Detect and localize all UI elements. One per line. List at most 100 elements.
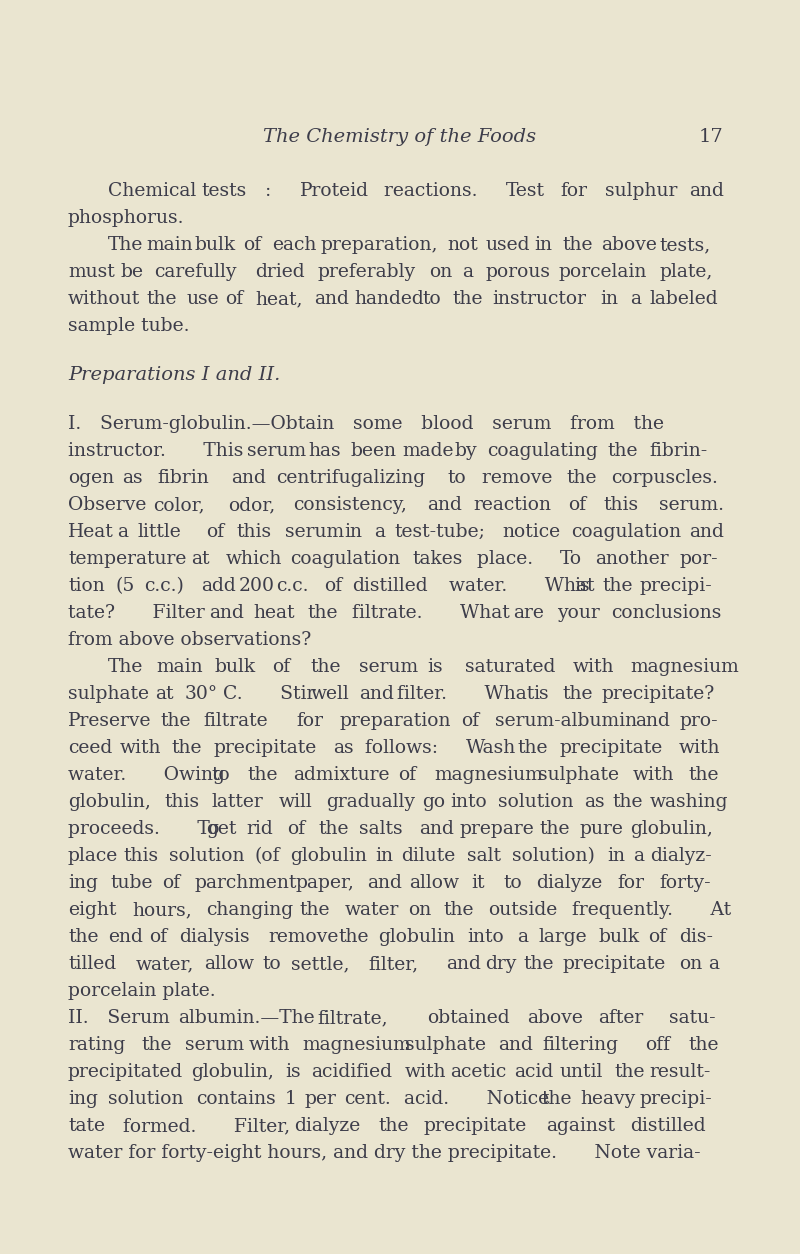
Text: filter.  What: filter. What (398, 685, 534, 703)
Text: with: with (633, 766, 674, 784)
Text: and: and (689, 182, 724, 199)
Text: dilute: dilute (402, 846, 455, 865)
Text: dialyze: dialyze (294, 1117, 361, 1135)
Text: is: is (534, 685, 549, 703)
Text: without: without (68, 290, 140, 308)
Text: the: the (562, 236, 594, 255)
Text: well: well (310, 685, 349, 703)
Text: ing: ing (68, 874, 98, 892)
Text: of: of (149, 928, 167, 946)
Text: the: the (307, 604, 338, 622)
Text: on: on (429, 263, 452, 281)
Text: 200: 200 (238, 577, 274, 594)
Text: notice: notice (502, 523, 561, 540)
Text: sulphur: sulphur (605, 182, 678, 199)
Text: tests,: tests, (659, 236, 710, 255)
Text: follows:: follows: (365, 739, 457, 757)
Text: :: : (266, 182, 290, 199)
Text: washing: washing (650, 793, 728, 811)
Text: cent.: cent. (345, 1090, 391, 1109)
Text: of: of (648, 928, 666, 946)
Text: use: use (186, 290, 218, 308)
Text: tate?  Filter: tate? Filter (68, 604, 205, 622)
Text: the: the (378, 1117, 409, 1135)
Text: magnesium: magnesium (302, 1036, 411, 1055)
Text: at: at (190, 551, 209, 568)
Text: Chemical: Chemical (108, 182, 196, 199)
Text: parchment: parchment (194, 874, 297, 892)
Text: the: the (247, 766, 278, 784)
Text: in: in (534, 236, 552, 255)
Text: 17: 17 (698, 128, 723, 145)
Text: it: it (471, 874, 485, 892)
Text: remove: remove (269, 928, 338, 946)
Text: dried: dried (255, 263, 305, 281)
Text: a: a (630, 290, 641, 308)
Text: consistency,: consistency, (294, 497, 407, 514)
Text: Preserve: Preserve (68, 712, 151, 730)
Text: To: To (560, 551, 582, 568)
Text: sulphate: sulphate (68, 685, 149, 703)
Text: and: and (419, 820, 454, 838)
Text: and: and (635, 712, 670, 730)
Text: tests: tests (202, 182, 246, 199)
Text: of: of (162, 874, 180, 892)
Text: dialyze: dialyze (536, 874, 602, 892)
Text: distilled: distilled (352, 577, 428, 594)
Text: get: get (206, 820, 237, 838)
Text: and: and (231, 469, 266, 487)
Text: with: with (120, 739, 161, 757)
Text: preparation: preparation (339, 712, 451, 730)
Text: precipitated: precipitated (68, 1063, 183, 1081)
Text: from above observations?: from above observations? (68, 631, 311, 650)
Text: instructor.  This: instructor. This (68, 441, 243, 460)
Text: gradually: gradually (326, 793, 415, 811)
Text: Heat: Heat (68, 523, 114, 540)
Text: large: large (538, 928, 587, 946)
Text: by: by (454, 441, 478, 460)
Text: of: of (206, 523, 224, 540)
Text: in: in (607, 846, 625, 865)
Text: allow: allow (410, 874, 459, 892)
Text: globulin: globulin (378, 928, 455, 946)
Text: reaction: reaction (473, 497, 551, 514)
Text: the: the (602, 577, 633, 594)
Text: your: your (557, 604, 600, 622)
Text: and: and (427, 497, 462, 514)
Text: changing: changing (206, 902, 294, 919)
Text: to: to (503, 874, 522, 892)
Text: tilled: tilled (68, 956, 116, 973)
Text: bulk: bulk (214, 658, 255, 676)
Text: and: and (367, 874, 402, 892)
Text: of: of (461, 712, 479, 730)
Text: precipitate?: precipitate? (601, 685, 714, 703)
Text: another: another (595, 551, 669, 568)
Text: preferably: preferably (318, 263, 416, 281)
Text: with: with (405, 1063, 446, 1081)
Text: filtrate.  What: filtrate. What (352, 604, 510, 622)
Text: of: of (243, 236, 262, 255)
Text: the: the (614, 1063, 645, 1081)
Text: not: not (447, 236, 478, 255)
Text: is: is (427, 658, 442, 676)
Text: forty-: forty- (659, 874, 711, 892)
Text: heat: heat (254, 604, 295, 622)
Text: salts: salts (359, 820, 402, 838)
Text: I. Serum-globulin.—Obtain some blood serum from the: I. Serum-globulin.—Obtain some blood ser… (68, 415, 664, 433)
Text: main: main (156, 658, 203, 676)
Text: contains: contains (196, 1090, 276, 1109)
Text: which: which (226, 551, 282, 568)
Text: The: The (108, 658, 143, 676)
Text: 30°: 30° (184, 685, 218, 703)
Text: labeled: labeled (650, 290, 718, 308)
Text: the: the (541, 1090, 571, 1109)
Text: porcelain: porcelain (558, 263, 646, 281)
Text: to: to (211, 766, 230, 784)
Text: precipitate: precipitate (423, 1117, 526, 1135)
Text: is: is (574, 577, 590, 594)
Text: the: the (171, 739, 202, 757)
Text: of: of (324, 577, 342, 594)
Text: serum: serum (286, 523, 345, 540)
Text: as: as (584, 793, 605, 811)
Text: magnesium: magnesium (630, 658, 739, 676)
